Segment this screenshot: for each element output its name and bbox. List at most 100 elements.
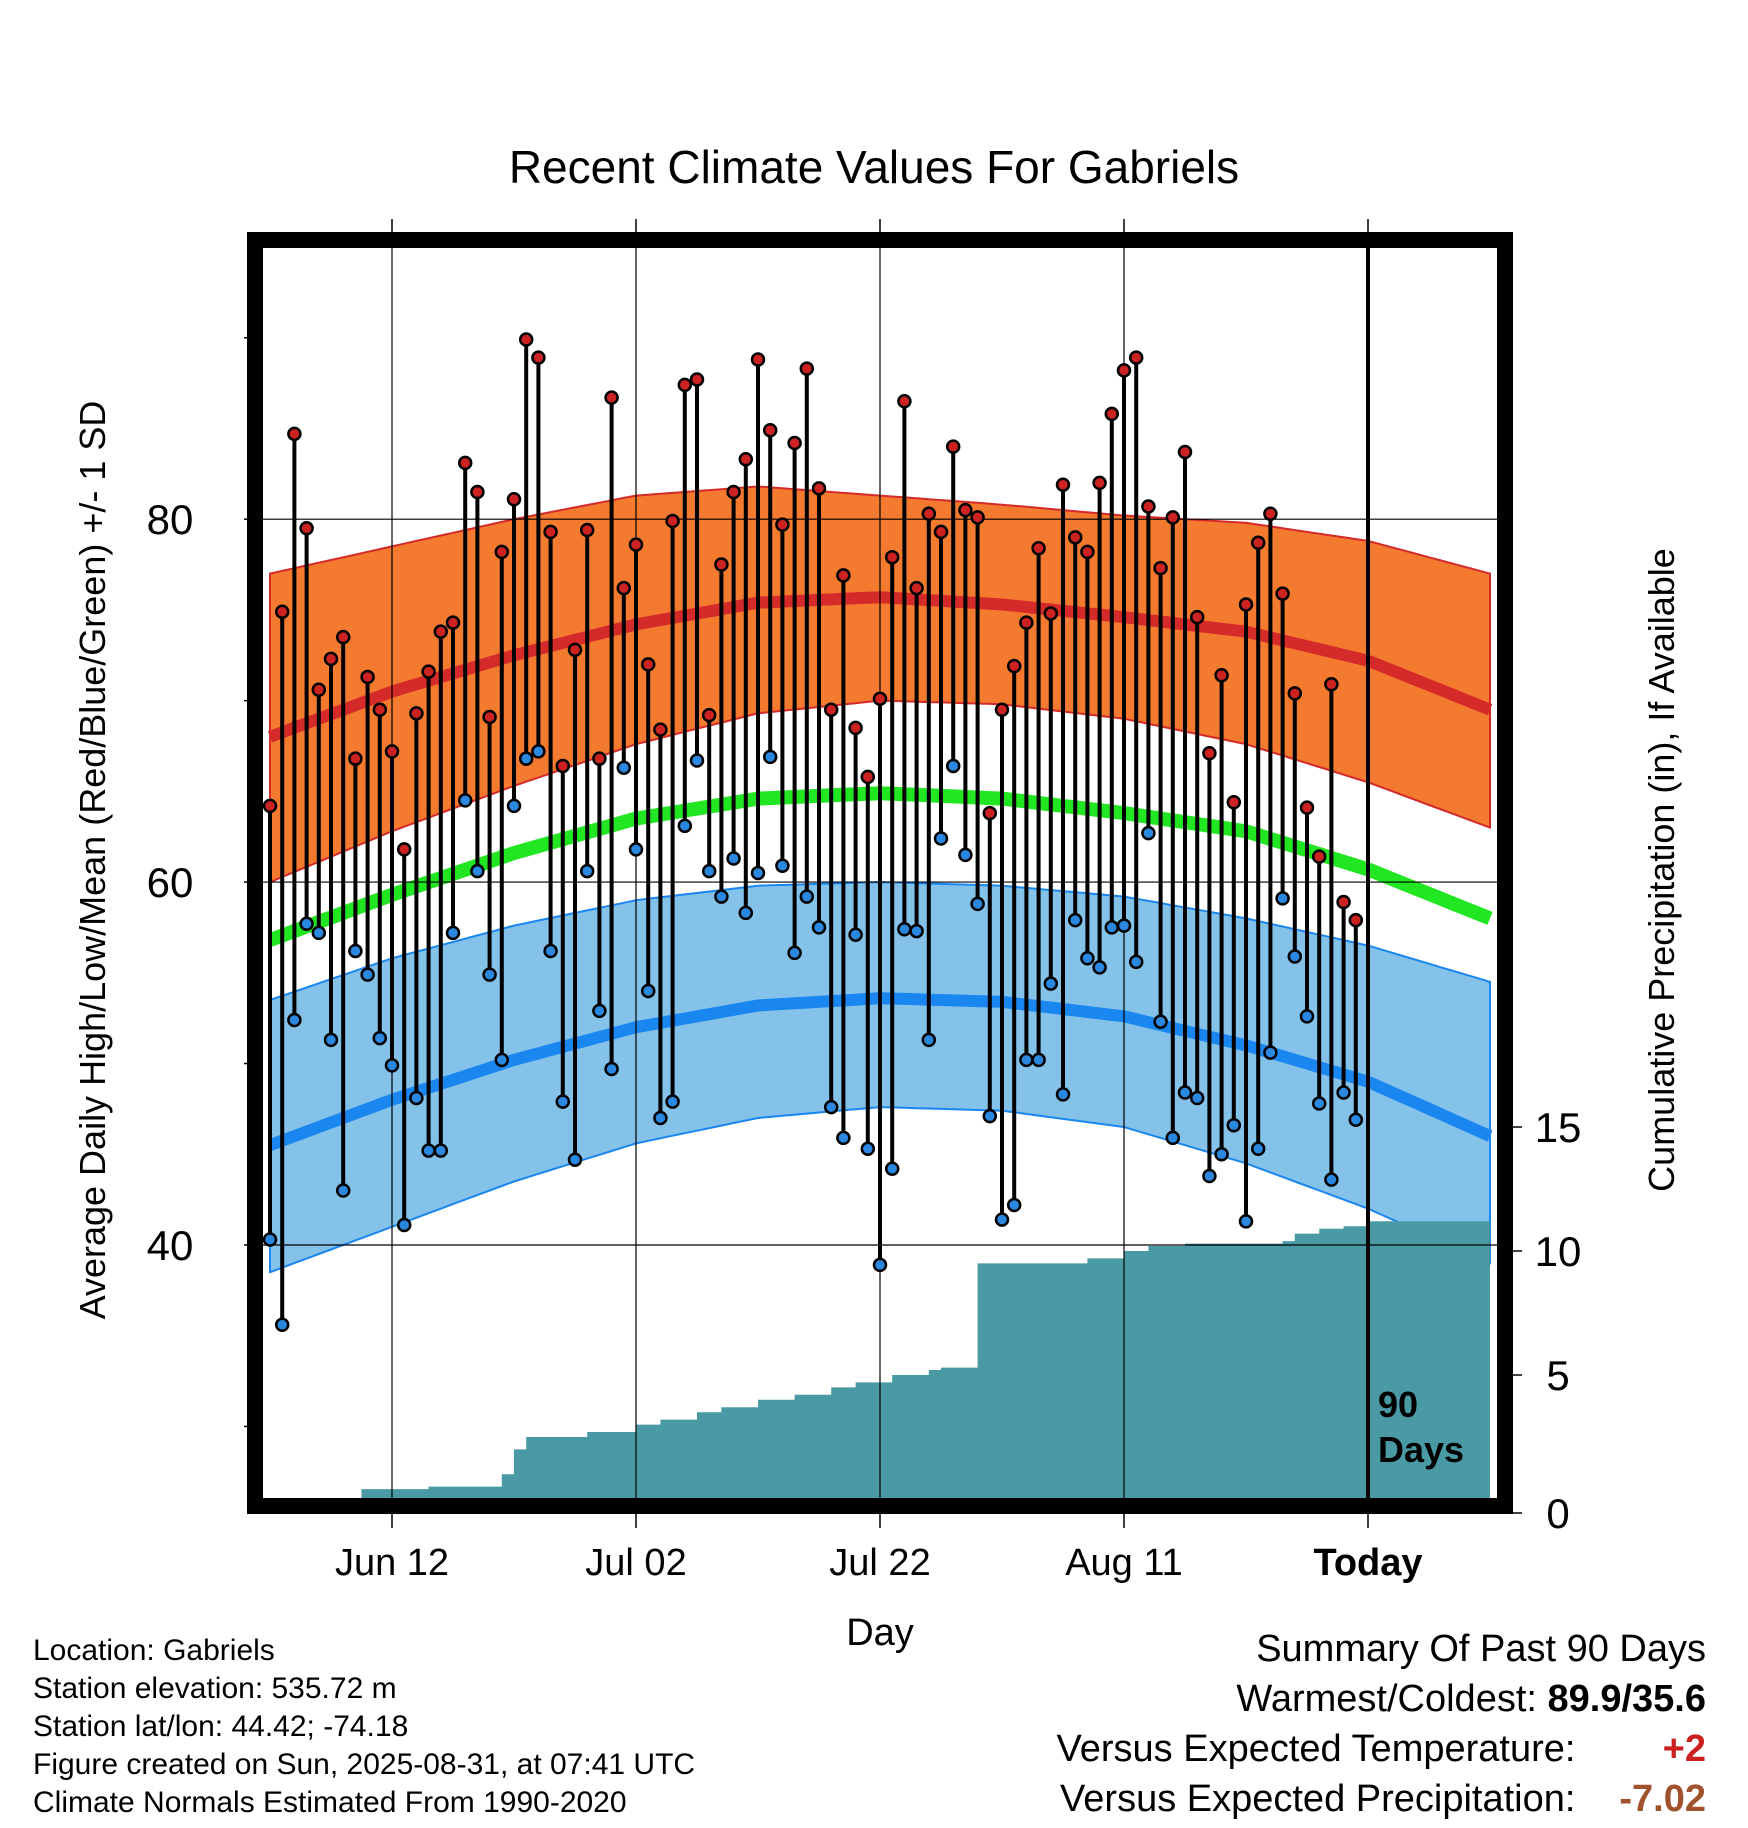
low-point <box>872 1257 888 1273</box>
high-point <box>1141 499 1156 514</box>
low-point <box>1226 1117 1242 1133</box>
high-point <box>299 520 314 536</box>
warmest-coldest-label: Warmest/Coldest: <box>1236 1678 1537 1720</box>
high-point <box>982 805 998 821</box>
high-point <box>274 604 290 619</box>
high-point <box>811 481 827 496</box>
low-point <box>994 1212 1010 1227</box>
low-point <box>1067 912 1083 928</box>
low-point <box>1153 1014 1168 1030</box>
low-point <box>982 1108 998 1124</box>
low-point <box>579 863 595 879</box>
low-point <box>311 925 327 941</box>
low-point <box>470 863 485 879</box>
low-point <box>1202 1168 1217 1184</box>
high-point <box>616 580 632 596</box>
low-point <box>775 858 790 873</box>
high-point <box>860 769 876 785</box>
high-point <box>1189 609 1205 625</box>
low-point <box>689 753 705 768</box>
high-point <box>311 682 327 697</box>
x-tick-label: Jul 22 <box>829 1542 930 1584</box>
y2-tick-label: 10 <box>1535 1228 1582 1275</box>
high-point <box>1263 506 1278 521</box>
low-point <box>884 1161 900 1177</box>
precip-departure-value: -7.02 <box>1619 1778 1706 1820</box>
low-point <box>726 851 741 866</box>
high-point <box>689 372 705 387</box>
low-point <box>1116 918 1132 933</box>
high-point <box>653 722 668 737</box>
high-point <box>750 352 766 367</box>
high-point <box>592 751 607 766</box>
low-point <box>372 1030 388 1046</box>
high-point <box>1128 350 1144 365</box>
high-point <box>287 426 302 442</box>
low-point <box>677 818 693 834</box>
low-point <box>811 920 827 935</box>
low-point <box>518 751 534 766</box>
low-point <box>1250 1141 1266 1157</box>
low-point <box>1019 1052 1034 1068</box>
meta-location: Location: Gabriels <box>33 1634 275 1667</box>
high-point <box>1116 363 1132 378</box>
low-point <box>1311 1096 1327 1111</box>
low-point <box>836 1130 851 1146</box>
y2-tick-label: 5 <box>1546 1352 1569 1399</box>
y2-tick-label: 15 <box>1535 1104 1582 1151</box>
high-point <box>1214 667 1229 683</box>
summary-panel: Summary Of Past 90 Days Warmest/Coldest:… <box>1057 1624 1706 1824</box>
low-point <box>1189 1090 1205 1106</box>
high-point <box>945 439 961 454</box>
low-point <box>1299 1009 1315 1024</box>
low-point <box>1043 976 1059 991</box>
high-point <box>799 361 815 376</box>
low-point <box>1165 1130 1181 1146</box>
high-point <box>579 522 595 538</box>
high-point <box>884 550 900 565</box>
high-point <box>518 332 534 347</box>
high-point <box>1055 477 1071 492</box>
y-tick-label: 80 <box>147 496 194 543</box>
low-point <box>433 1143 449 1158</box>
low-point <box>335 1183 351 1198</box>
low-point <box>1128 954 1144 970</box>
high-point <box>1287 686 1303 701</box>
low-point <box>787 945 802 961</box>
high-point <box>1153 560 1168 576</box>
low-point <box>531 744 546 759</box>
low-point <box>494 1052 510 1068</box>
low-point <box>1177 1085 1193 1100</box>
high-point <box>1226 794 1242 810</box>
temp-departure-label: Versus Expected Temperature: <box>1056 1728 1576 1770</box>
high-point <box>701 707 717 723</box>
high-point <box>396 842 412 857</box>
high-point <box>470 484 485 500</box>
high-point <box>665 513 680 529</box>
high-point <box>1067 530 1083 545</box>
low-point <box>1031 1052 1046 1068</box>
low-point <box>262 1232 278 1247</box>
x-tick-label: Jul 02 <box>585 1542 686 1584</box>
warmest-coldest-value: 89.9/35.6 <box>1547 1678 1706 1720</box>
low-point <box>799 889 815 904</box>
high-point <box>787 435 802 451</box>
low-point <box>592 1003 607 1019</box>
high-point <box>1238 597 1254 612</box>
low-point <box>1214 1146 1229 1162</box>
high-point <box>323 651 339 667</box>
low-point <box>860 1141 876 1157</box>
low-point <box>506 798 522 814</box>
high-point <box>1311 849 1327 864</box>
low-point <box>945 758 961 774</box>
low-point <box>738 905 754 921</box>
high-point <box>494 544 510 560</box>
low-point <box>628 842 644 857</box>
x-tick-label: Today <box>1313 1542 1422 1584</box>
high-point <box>738 452 754 467</box>
high-point <box>1019 615 1034 630</box>
high-point <box>909 580 924 596</box>
high-point <box>335 629 351 645</box>
low-point <box>323 1032 339 1048</box>
